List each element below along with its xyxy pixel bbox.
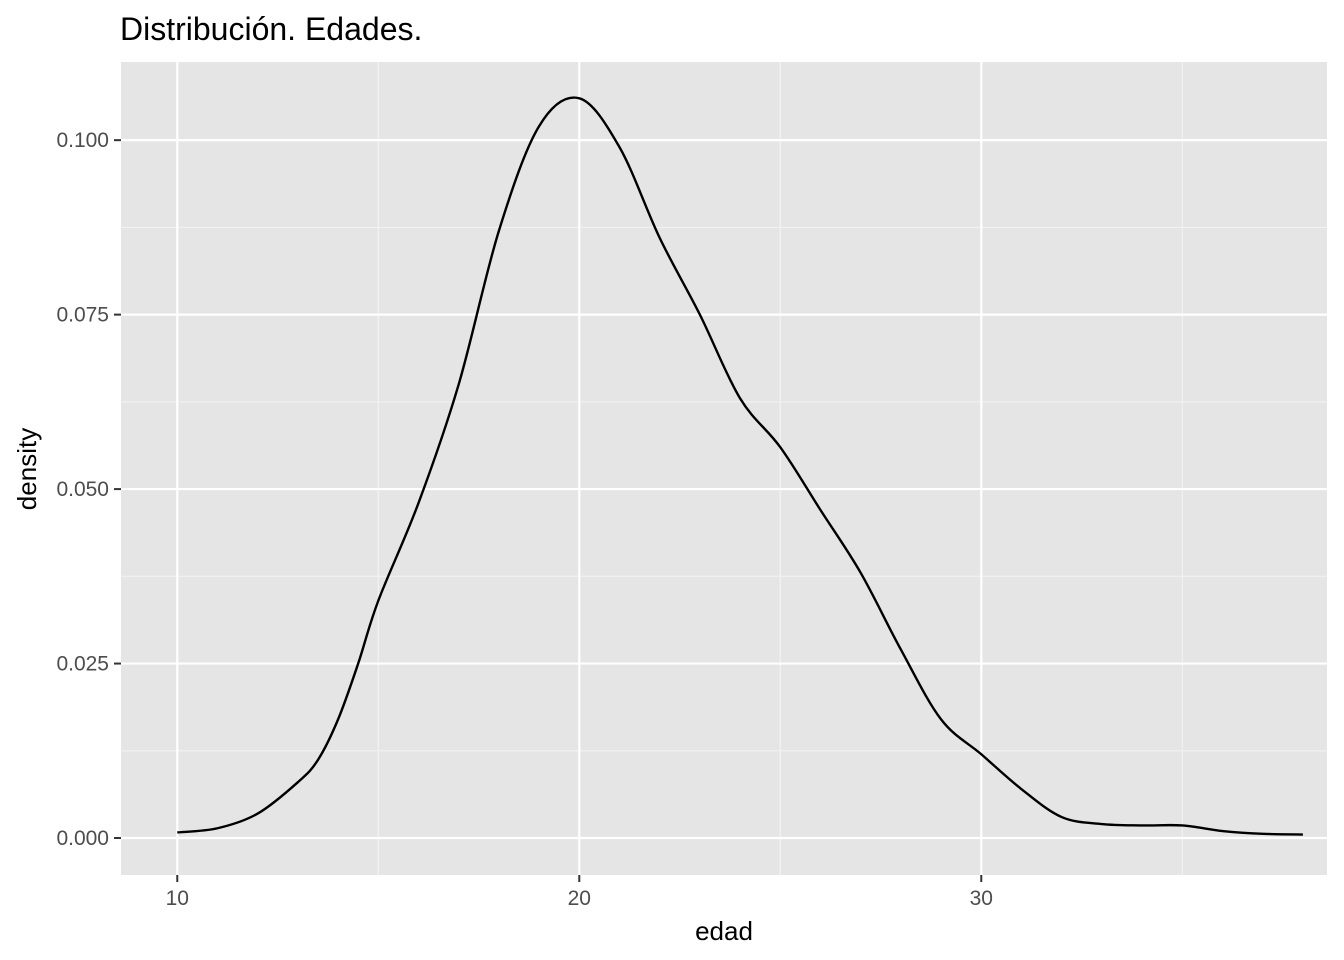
y-axis-title: density [12,428,42,510]
y-tick-label: 0.075 [56,304,109,327]
y-tick-label: 0.000 [56,827,109,850]
y-tick-label: 0.025 [56,653,109,676]
x-tick-label: 20 [568,887,591,910]
y-tick-label: 0.050 [56,478,109,501]
x-tick-label: 30 [970,887,993,910]
y-axis: 0.000 0.025 0.050 0.075 0.100 [56,129,121,850]
x-axis: 10 20 30 [166,875,993,910]
major-gridlines [121,62,1327,875]
x-axis-title: edad [695,916,753,946]
plot-panel [121,62,1327,875]
x-tick-label: 10 [166,887,189,910]
y-tick-label: 0.100 [56,129,109,152]
density-curve [177,96,1303,836]
chart-title: Distribución. Edades. [120,11,422,47]
